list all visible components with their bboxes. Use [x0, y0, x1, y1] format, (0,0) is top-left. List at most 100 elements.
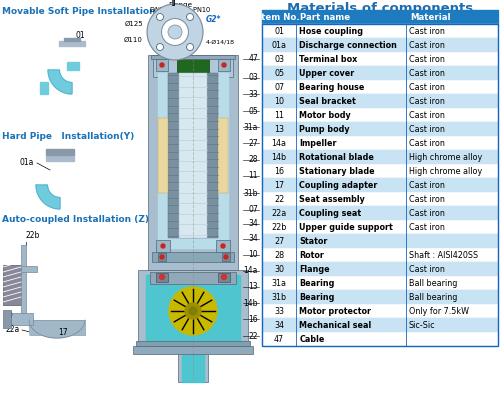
Circle shape	[189, 307, 197, 315]
Circle shape	[222, 274, 226, 280]
Text: Discharge connection: Discharge connection	[299, 40, 397, 50]
Text: 01: 01	[76, 31, 86, 40]
Text: G2*: G2*	[206, 15, 222, 24]
Text: 07: 07	[274, 82, 284, 92]
Text: Cast iron: Cast iron	[409, 138, 445, 148]
Bar	[222, 253, 230, 261]
Circle shape	[161, 244, 165, 248]
Bar	[262, 248, 498, 262]
Bar	[178, 352, 208, 382]
Bar	[158, 118, 168, 193]
Text: 07: 07	[248, 205, 258, 214]
Circle shape	[186, 14, 194, 20]
Text: High chrome alloy: High chrome alloy	[409, 152, 482, 162]
Circle shape	[160, 63, 164, 67]
Circle shape	[162, 18, 188, 46]
Text: Mechanical seal: Mechanical seal	[299, 320, 372, 330]
Circle shape	[160, 255, 164, 259]
Text: 01: 01	[274, 26, 284, 36]
Bar	[262, 52, 498, 66]
Bar	[262, 24, 498, 346]
Bar	[262, 234, 498, 248]
Text: Upper cover: Upper cover	[299, 68, 354, 78]
Bar	[21, 266, 37, 272]
Text: 22: 22	[274, 194, 284, 204]
Bar	[218, 118, 228, 193]
Bar	[59, 41, 85, 46]
Text: 16: 16	[248, 315, 258, 324]
Text: Stationary blade: Stationary blade	[299, 166, 375, 176]
Text: 03: 03	[248, 73, 258, 82]
Text: 22a: 22a	[5, 325, 19, 334]
Bar	[262, 304, 498, 318]
Text: Material: Material	[410, 12, 451, 22]
Bar	[262, 38, 498, 52]
Text: 28: 28	[274, 250, 284, 260]
Text: 01a: 01a	[272, 40, 286, 50]
Text: 34: 34	[274, 320, 284, 330]
Text: 14a: 14a	[272, 138, 286, 148]
Bar	[156, 273, 168, 282]
Text: Hose coupling: Hose coupling	[299, 26, 363, 36]
Bar	[179, 73, 207, 238]
Text: 28: 28	[248, 156, 258, 164]
Text: Cast iron: Cast iron	[409, 110, 445, 120]
Text: Shaft : AISI420SS: Shaft : AISI420SS	[409, 250, 478, 260]
Text: Materials of components: Materials of components	[287, 2, 473, 15]
Text: Cast iron: Cast iron	[409, 194, 445, 204]
Text: Flange: Flange	[299, 264, 330, 274]
Bar	[138, 270, 248, 352]
Text: 31a: 31a	[244, 122, 258, 132]
Text: Cast iron: Cast iron	[409, 54, 445, 64]
Text: Movable Soft Pipe Installation (R): Movable Soft Pipe Installation (R)	[2, 7, 174, 16]
Bar	[158, 73, 228, 248]
Bar	[262, 276, 498, 290]
Circle shape	[147, 4, 203, 60]
Bar	[262, 178, 498, 192]
Text: Ø125: Ø125	[124, 21, 143, 27]
Bar	[40, 82, 48, 94]
Text: 34: 34	[248, 219, 258, 228]
Text: Ø110: Ø110	[124, 37, 143, 43]
Text: 13: 13	[248, 282, 258, 291]
Text: 14b: 14b	[244, 299, 258, 308]
Circle shape	[168, 25, 182, 39]
Text: Bearing: Bearing	[299, 292, 334, 302]
Text: Cast iron: Cast iron	[409, 124, 445, 134]
Text: 14a: 14a	[244, 266, 258, 275]
Bar	[3, 310, 11, 328]
Text: 31b: 31b	[244, 188, 258, 198]
Circle shape	[224, 255, 228, 259]
Text: Upper guide support: Upper guide support	[299, 222, 393, 232]
Bar	[158, 253, 166, 261]
Bar	[216, 240, 230, 252]
Text: 05: 05	[248, 107, 258, 116]
Text: 17: 17	[58, 328, 68, 337]
Bar	[262, 318, 498, 332]
Bar	[262, 80, 498, 94]
Text: 22: 22	[248, 332, 258, 341]
Bar	[262, 94, 498, 108]
Text: Seal bracket: Seal bracket	[299, 96, 356, 106]
Circle shape	[221, 244, 225, 248]
Text: Cast iron: Cast iron	[409, 68, 445, 78]
Bar	[146, 275, 240, 347]
Text: 31a: 31a	[272, 278, 286, 288]
Text: DN50 PN8 & PN10: DN50 PN8 & PN10	[150, 7, 210, 13]
Text: Sic-Sic: Sic-Sic	[409, 320, 436, 330]
Bar	[262, 192, 498, 206]
Circle shape	[186, 44, 194, 50]
Text: Cast iron: Cast iron	[409, 264, 445, 274]
Text: 31b: 31b	[272, 292, 286, 302]
Text: Cast iron: Cast iron	[409, 82, 445, 92]
Circle shape	[160, 274, 164, 280]
Bar	[262, 262, 498, 276]
Text: 05: 05	[274, 68, 284, 78]
Bar	[21, 245, 26, 315]
Text: Seat assembly: Seat assembly	[299, 194, 365, 204]
Text: Cast iron: Cast iron	[409, 26, 445, 36]
Text: Rotational blade: Rotational blade	[299, 152, 374, 162]
Bar	[182, 352, 204, 382]
Bar	[3, 265, 21, 305]
Text: Coupling adapter: Coupling adapter	[299, 180, 378, 190]
